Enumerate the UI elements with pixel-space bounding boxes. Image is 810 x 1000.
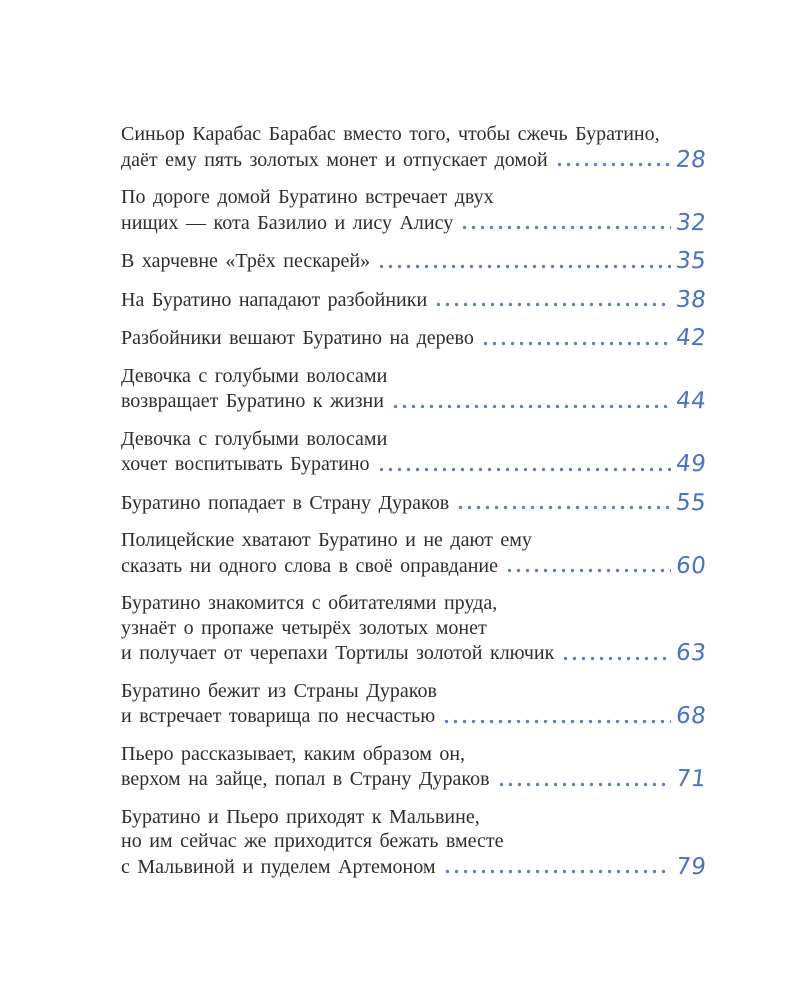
entry-line: Буратино и Пьеро приходят к Мальвине, [121, 805, 706, 830]
entry-line-text: даёт ему пять золотых монет и отпускает … [121, 148, 548, 171]
page-number: 28 [674, 146, 708, 173]
entry-line: даёт ему пять золотых монет и отпускает … [121, 146, 708, 173]
entry-line: По дороге домой Буратино встречает двух [121, 185, 706, 210]
entry-line-text: возвращает Буратино к жизни [121, 390, 384, 412]
page-number: 63 [674, 639, 708, 667]
dot-leader [561, 640, 671, 666]
entry-line: Девочка с голубыми волосами [121, 427, 706, 452]
entry-line-text: верхом на зайце, попал в Страну Дураков [121, 768, 490, 790]
entry-line: Буратино бежит из Страны Дураков [121, 679, 706, 704]
entry-line-text: нищих — кота Базилио и лису Алису [121, 211, 454, 234]
entry-line-text: хочет воспитывать Буратино [121, 453, 370, 475]
entry-line: Синьор Карабас Барабас вместо того, чтоб… [121, 122, 706, 147]
entry-line-text: Синьор Карабас Барабас вместо того, чтоб… [121, 123, 660, 145]
entry-line: Разбойники вешают Буратино на дерево 42 [121, 324, 708, 352]
entry-line: возвращает Буратино к жизни 44 [121, 387, 708, 415]
entry-line-text: В харчевне «Трёх пескарей» [121, 250, 371, 272]
entry-line-text: узнаёт о пропаже четырёх золотых монет [121, 616, 487, 639]
toc-entry: Девочка с голубыми волосами возвращает Бу… [121, 364, 708, 415]
dot-leader [442, 853, 671, 879]
page-number: 42 [674, 324, 708, 352]
entry-line-text: На Буратино нападают разбойники [121, 288, 428, 311]
dot-leader [496, 766, 671, 792]
toc-entry: Разбойники вешают Буратино на дерево 42 [121, 324, 708, 352]
entry-line-text: но им сейчас же приходится бежать вместе [121, 830, 504, 852]
page-number: 35 [674, 247, 708, 275]
entry-line-text: Буратино знакомится с обитателями пруда, [121, 592, 498, 614]
dot-leader [377, 248, 671, 274]
toc-entry: Полицейские хватают Буратино и не дают е… [121, 528, 708, 579]
entry-line-text: Буратино бежит из Страны Дураков [121, 679, 437, 702]
entry-line: но им сейчас же приходится бежать вместе [121, 829, 706, 854]
dot-leader [390, 388, 671, 414]
dot-leader [554, 146, 671, 172]
entry-line-text: По дороге домой Буратино встречает двух [121, 186, 494, 208]
dot-leader [456, 489, 671, 515]
page-number: 49 [674, 450, 708, 478]
entry-line: Буратино знакомится с обитателями пруда, [121, 591, 706, 616]
dot-leader [480, 325, 671, 351]
toc-entry: В харчевне «Трёх пескарей» 35 [121, 247, 708, 275]
toc-entry: Буратино бежит из Страны Дураков и встреч… [121, 679, 708, 730]
entry-line: В харчевне «Трёх пескарей» 35 [121, 247, 708, 275]
entry-line-text: Девочка с голубыми волосами [121, 364, 388, 387]
toc-entry: Буратино знакомится с обитателями пруда,… [121, 591, 708, 667]
page-number: 32 [674, 209, 708, 236]
page-number: 79 [674, 853, 708, 880]
entry-line: сказать ни одного слова в своё оправдани… [121, 552, 708, 579]
page-number: 38 [674, 286, 708, 313]
dot-leader [460, 209, 671, 235]
entry-line-text: Полицейские хватают Буратино и не дают е… [121, 529, 532, 551]
entry-line-text: с Мальвиной и пуделем Артемоном [121, 855, 436, 878]
toc-list: Синьор Карабас Барабас вместо того, чтоб… [121, 122, 708, 880]
dot-leader [442, 703, 671, 729]
toc-entry: Пьеро рассказывает, каким образом он, вер… [121, 742, 708, 793]
toc-entry: Девочка с голубыми волосами хочет воспиты… [121, 427, 708, 478]
entry-line: Девочка с голубыми волосами [121, 364, 706, 389]
entry-line: и встречает товарища по несчастью 68 [121, 702, 708, 730]
dot-leader [376, 451, 671, 477]
toc-entry: Синьор Карабас Барабас вместо того, чтоб… [121, 122, 708, 173]
entry-line: нищих — кота Базилио и лису Алису 32 [121, 209, 708, 236]
entry-line: Пьеро рассказывает, каким образом он, [121, 742, 706, 767]
entry-line: Полицейские хватают Буратино и не дают е… [121, 528, 706, 553]
toc-entry: По дороге домой Буратино встречает двух н… [121, 185, 708, 236]
entry-line-text: сказать ни одного слова в своё оправдани… [121, 554, 498, 577]
toc-entry: Буратино попадает в Страну Дураков 55 [121, 489, 708, 516]
entry-line: верхом на зайце, попал в Страну Дураков 7… [121, 765, 708, 793]
entry-line: На Буратино нападают разбойники 38 [121, 286, 708, 313]
entry-line: хочет воспитывать Буратино 49 [121, 450, 708, 478]
entry-line-text: Разбойники вешают Буратино на дерево [121, 327, 474, 349]
entry-line-text: и получает от черепахи Тортилы золотой к… [121, 642, 555, 664]
page-number: 60 [674, 552, 708, 579]
entry-line: Буратино попадает в Страну Дураков 55 [121, 489, 708, 516]
entry-line: узнаёт о пропаже четырёх золотых монет [121, 616, 706, 641]
toc-entry: На Буратино нападают разбойники 38 [121, 286, 708, 313]
dot-leader [434, 286, 671, 312]
entry-line-text: Буратино и Пьеро приходят к Мальвине, [121, 805, 480, 828]
page-number: 68 [674, 702, 708, 730]
entry-line: и получает от черепахи Тортилы золотой к… [121, 639, 708, 667]
page-number: 55 [674, 489, 708, 516]
entry-line-text: Девочка с голубыми волосами [121, 427, 388, 450]
entry-line: с Мальвиной и пуделем Артемоном 79 [121, 853, 708, 880]
entry-line-text: и встречает товарища по несчастью [121, 705, 436, 727]
toc-entry: Буратино и Пьеро приходят к Мальвине, но … [121, 805, 708, 880]
dot-leader [504, 552, 671, 578]
page-number: 44 [674, 387, 708, 415]
entry-line-text: Буратино попадает в Страну Дураков [121, 491, 450, 514]
entry-line-text: Пьеро рассказывает, каким образом он, [121, 742, 466, 765]
page-number: 71 [674, 765, 708, 793]
